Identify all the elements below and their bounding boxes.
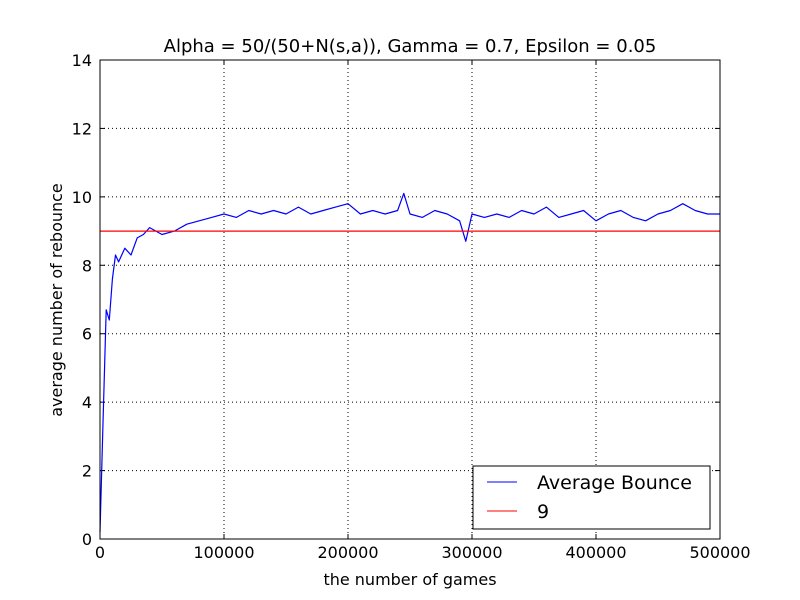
series-line-average-bounce	[99, 192, 720, 533]
y-tick-label: 2	[82, 462, 92, 481]
y-tick-label: 0	[82, 530, 92, 549]
x-tick-label: 200000	[317, 543, 378, 562]
y-axis-label: average number of rebounce	[47, 183, 66, 417]
y-tick-label: 8	[82, 256, 92, 275]
y-tick-label: 12	[72, 119, 92, 138]
y-tick-label: 14	[72, 51, 92, 70]
x-tick-label: 0	[95, 543, 105, 562]
x-tick-label: 100000	[193, 543, 254, 562]
y-tick-label: 10	[72, 188, 92, 207]
x-axis-label: the number of games	[323, 570, 496, 589]
x-tick-label: 500000	[689, 543, 750, 562]
y-tick-label: 4	[82, 393, 92, 412]
legend: Average Bounce 9	[472, 465, 711, 530]
ticks: 0 100000 200000 300000 400000 500000 0 2 4 6 8 10 12…	[72, 51, 751, 562]
legend-label-average-bounce: Average Bounce	[537, 472, 692, 494]
x-tick-label: 300000	[441, 543, 502, 562]
plot-lines	[99, 192, 720, 533]
x-tick-label: 400000	[565, 543, 626, 562]
chart-title: Alpha = 50/(50+N(s,a)), Gamma = 0.7, Eps…	[164, 36, 657, 57]
legend-label-9: 9	[537, 501, 549, 523]
plot-frame	[99, 59, 721, 540]
legend-box	[472, 465, 711, 530]
y-tick-label: 6	[82, 325, 92, 344]
